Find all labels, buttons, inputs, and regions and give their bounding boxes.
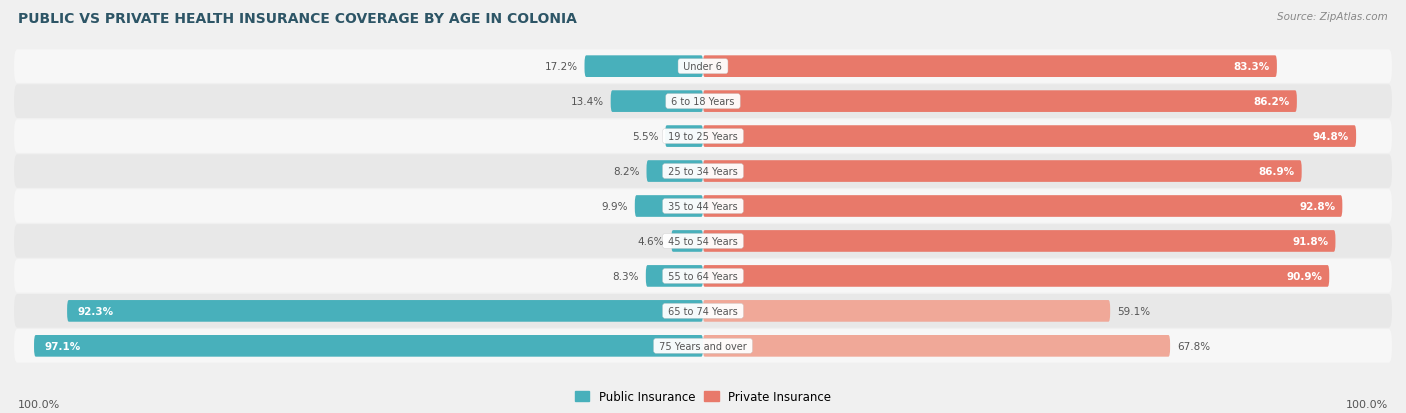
FancyBboxPatch shape [14, 50, 1392, 84]
FancyBboxPatch shape [703, 196, 1343, 217]
FancyBboxPatch shape [703, 300, 1111, 322]
Text: 92.8%: 92.8% [1299, 202, 1336, 211]
Text: 13.4%: 13.4% [571, 97, 603, 107]
FancyBboxPatch shape [703, 126, 1357, 147]
FancyBboxPatch shape [14, 85, 1392, 119]
Text: 25 to 34 Years: 25 to 34 Years [665, 166, 741, 177]
FancyBboxPatch shape [34, 335, 703, 357]
Text: 86.9%: 86.9% [1258, 166, 1295, 177]
FancyBboxPatch shape [703, 56, 1277, 78]
Text: Under 6: Under 6 [681, 62, 725, 72]
Text: 100.0%: 100.0% [1346, 399, 1388, 409]
Text: 8.2%: 8.2% [613, 166, 640, 177]
Text: 94.8%: 94.8% [1313, 132, 1350, 142]
FancyBboxPatch shape [671, 230, 703, 252]
Text: 45 to 54 Years: 45 to 54 Years [665, 236, 741, 247]
Text: 97.1%: 97.1% [45, 341, 80, 351]
FancyBboxPatch shape [14, 294, 1392, 328]
Text: 19 to 25 Years: 19 to 25 Years [665, 132, 741, 142]
Text: 5.5%: 5.5% [631, 132, 658, 142]
Text: 91.8%: 91.8% [1292, 236, 1329, 247]
Text: 35 to 44 Years: 35 to 44 Years [665, 202, 741, 211]
FancyBboxPatch shape [14, 190, 1392, 223]
FancyBboxPatch shape [647, 161, 703, 183]
Text: 65 to 74 Years: 65 to 74 Years [665, 306, 741, 316]
FancyBboxPatch shape [14, 259, 1392, 293]
Text: 59.1%: 59.1% [1116, 306, 1150, 316]
FancyBboxPatch shape [14, 329, 1392, 363]
Text: 17.2%: 17.2% [544, 62, 578, 72]
FancyBboxPatch shape [645, 266, 703, 287]
FancyBboxPatch shape [703, 230, 1336, 252]
FancyBboxPatch shape [703, 266, 1329, 287]
FancyBboxPatch shape [14, 225, 1392, 258]
FancyBboxPatch shape [703, 335, 1170, 357]
Text: PUBLIC VS PRIVATE HEALTH INSURANCE COVERAGE BY AGE IN COLONIA: PUBLIC VS PRIVATE HEALTH INSURANCE COVER… [18, 12, 576, 26]
Text: 6 to 18 Years: 6 to 18 Years [668, 97, 738, 107]
Text: 75 Years and over: 75 Years and over [657, 341, 749, 351]
Text: 86.2%: 86.2% [1254, 97, 1289, 107]
FancyBboxPatch shape [610, 91, 703, 113]
FancyBboxPatch shape [703, 91, 1296, 113]
Text: 55 to 64 Years: 55 to 64 Years [665, 271, 741, 281]
Text: 92.3%: 92.3% [77, 306, 114, 316]
Legend: Public Insurance, Private Insurance: Public Insurance, Private Insurance [571, 385, 835, 408]
Text: 67.8%: 67.8% [1177, 341, 1211, 351]
FancyBboxPatch shape [634, 196, 703, 217]
Text: 83.3%: 83.3% [1233, 62, 1270, 72]
FancyBboxPatch shape [67, 300, 703, 322]
FancyBboxPatch shape [14, 155, 1392, 188]
FancyBboxPatch shape [585, 56, 703, 78]
FancyBboxPatch shape [14, 120, 1392, 154]
Text: 8.3%: 8.3% [613, 271, 638, 281]
Text: 9.9%: 9.9% [602, 202, 628, 211]
Text: 90.9%: 90.9% [1286, 271, 1323, 281]
Text: Source: ZipAtlas.com: Source: ZipAtlas.com [1277, 12, 1388, 22]
Text: 100.0%: 100.0% [18, 399, 60, 409]
Text: 4.6%: 4.6% [638, 236, 665, 247]
FancyBboxPatch shape [665, 126, 703, 147]
FancyBboxPatch shape [703, 161, 1302, 183]
